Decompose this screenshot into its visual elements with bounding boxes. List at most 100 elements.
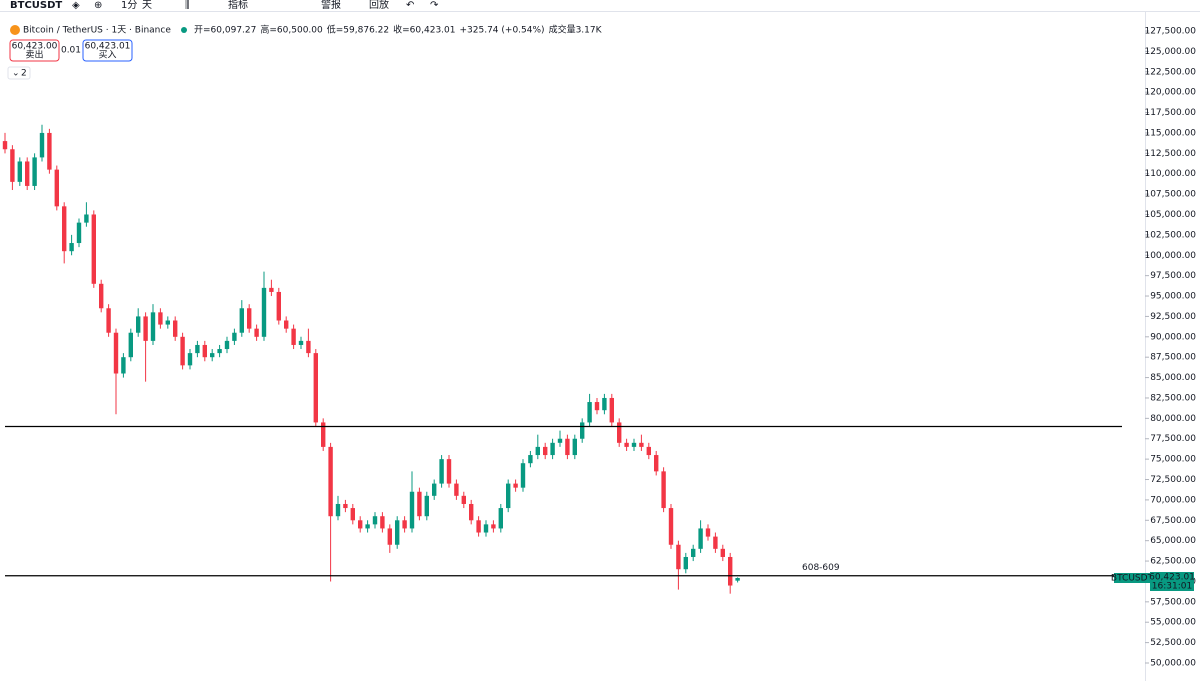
candle-body bbox=[128, 332, 133, 358]
candle-body bbox=[306, 340, 311, 354]
candle-body bbox=[550, 442, 555, 456]
y-tick-label: 122,500.00 bbox=[1144, 67, 1196, 77]
price-tag-price: 60,423.01 bbox=[1149, 573, 1195, 583]
candle-body bbox=[609, 397, 614, 423]
candle-body bbox=[187, 353, 193, 366]
y-tick-label: 120,000.00 bbox=[1144, 88, 1196, 98]
spread: 0.01 bbox=[61, 46, 81, 56]
chart-type-icon[interactable]: ⫼ bbox=[185, 0, 190, 11]
candle-body bbox=[432, 483, 437, 496]
candle-body bbox=[121, 357, 126, 374]
candle-body bbox=[269, 287, 274, 292]
symbol-button[interactable]: BTCUSDT bbox=[10, 0, 62, 11]
add-icon[interactable]: ⊕ bbox=[94, 0, 102, 11]
indicators-button[interactable]: 指标 bbox=[228, 0, 248, 11]
candle-body bbox=[106, 308, 111, 333]
y-tick-label: 95,000.00 bbox=[1150, 292, 1196, 302]
coin-icon bbox=[10, 25, 20, 35]
candle-body bbox=[291, 328, 296, 345]
ohlc-value: =60,097.27 bbox=[203, 26, 256, 36]
candle-body bbox=[469, 503, 474, 521]
candle-body bbox=[195, 344, 200, 354]
candle-body bbox=[617, 422, 622, 443]
candle-body bbox=[676, 544, 681, 570]
candle-body bbox=[713, 536, 718, 549]
sell-label: 卖出 bbox=[25, 49, 43, 61]
candle-body bbox=[239, 308, 244, 333]
ohlc-label: 低 bbox=[327, 24, 336, 36]
indicator-toggle[interactable] bbox=[7, 66, 31, 80]
candle-body bbox=[217, 349, 222, 354]
candle-body bbox=[557, 438, 563, 443]
candle-body bbox=[417, 491, 422, 517]
candle-body bbox=[594, 402, 600, 411]
annotation: 608-609 bbox=[802, 563, 840, 573]
candle-body bbox=[580, 422, 585, 439]
candle-body bbox=[47, 132, 52, 170]
candle-body bbox=[483, 524, 489, 533]
alerts-button[interactable]: 警报 bbox=[321, 0, 341, 11]
candle-body bbox=[572, 438, 577, 456]
y-tick-label: 67,500.00 bbox=[1150, 516, 1196, 526]
candle-body bbox=[284, 320, 289, 329]
y-tick-label: 75,000.00 bbox=[1150, 455, 1196, 465]
candle-body bbox=[454, 483, 459, 496]
candle-body bbox=[535, 446, 540, 456]
candle-body bbox=[298, 340, 304, 345]
y-tick-label: 52,500.00 bbox=[1150, 638, 1196, 648]
candle-body bbox=[424, 495, 429, 517]
price-tag-countdown: 16:31:01 bbox=[1152, 582, 1192, 592]
candle-body bbox=[691, 548, 696, 557]
y-tick-label: 50,000.00 bbox=[1150, 659, 1196, 669]
candle-body bbox=[17, 161, 22, 182]
interval-button[interactable]: 1分 bbox=[121, 0, 137, 11]
candle-body bbox=[247, 308, 252, 329]
candle-body bbox=[365, 524, 370, 529]
candle-body bbox=[113, 332, 119, 374]
candle-body bbox=[62, 206, 67, 252]
compare-icon[interactable]: ◈ bbox=[72, 0, 80, 11]
y-tick-label: 92,500.00 bbox=[1150, 312, 1196, 322]
toolbar bbox=[0, 0, 1200, 11]
candle-body bbox=[506, 483, 511, 509]
candle-body bbox=[587, 402, 592, 423]
candle-body bbox=[395, 520, 400, 545]
y-tick-label: 97,500.00 bbox=[1150, 271, 1196, 281]
ohlc-value: =59,876.22 bbox=[336, 26, 389, 36]
candle-body bbox=[402, 520, 407, 529]
candle-body bbox=[446, 459, 452, 484]
candle-body bbox=[476, 520, 481, 533]
candle-body bbox=[372, 516, 378, 525]
ohlc-value: =60,423.01 bbox=[402, 26, 455, 36]
candle-body bbox=[698, 528, 703, 549]
y-tick-label: 90,000.00 bbox=[1150, 332, 1196, 342]
buy-button[interactable] bbox=[82, 39, 133, 62]
candle-body bbox=[54, 169, 59, 207]
candle-body bbox=[624, 442, 629, 447]
candle-body bbox=[84, 214, 89, 223]
candle-body bbox=[254, 328, 259, 337]
candle-body bbox=[528, 455, 533, 464]
ohlc-label: 收 bbox=[393, 24, 402, 36]
replay-button[interactable]: 回放 bbox=[369, 0, 389, 11]
y-tick-label: 115,000.00 bbox=[1144, 128, 1196, 138]
redo-icon[interactable]: ↷ bbox=[430, 0, 439, 11]
timeframe-button[interactable]: 天 bbox=[142, 0, 152, 11]
y-tick-label: 105,000.00 bbox=[1144, 210, 1196, 220]
sell-price: 60,423.00 bbox=[12, 42, 58, 52]
candle-body bbox=[180, 336, 185, 366]
undo-icon[interactable]: ↶ bbox=[406, 0, 414, 11]
candle-body bbox=[32, 157, 37, 186]
ohlc-value: +325.74 (+0.54%) bbox=[460, 26, 545, 36]
candle-body bbox=[491, 524, 496, 529]
candle-body bbox=[25, 161, 30, 186]
y-tick-label: 82,500.00 bbox=[1150, 393, 1196, 403]
candle-body bbox=[210, 353, 215, 358]
y-tick-label: 107,500.00 bbox=[1144, 190, 1196, 200]
candle-body bbox=[513, 483, 518, 488]
ohlc-value: 3.17K bbox=[576, 26, 603, 36]
sell-button[interactable] bbox=[9, 39, 60, 62]
price-tag-symbol: BTCUSDT bbox=[1111, 574, 1154, 584]
